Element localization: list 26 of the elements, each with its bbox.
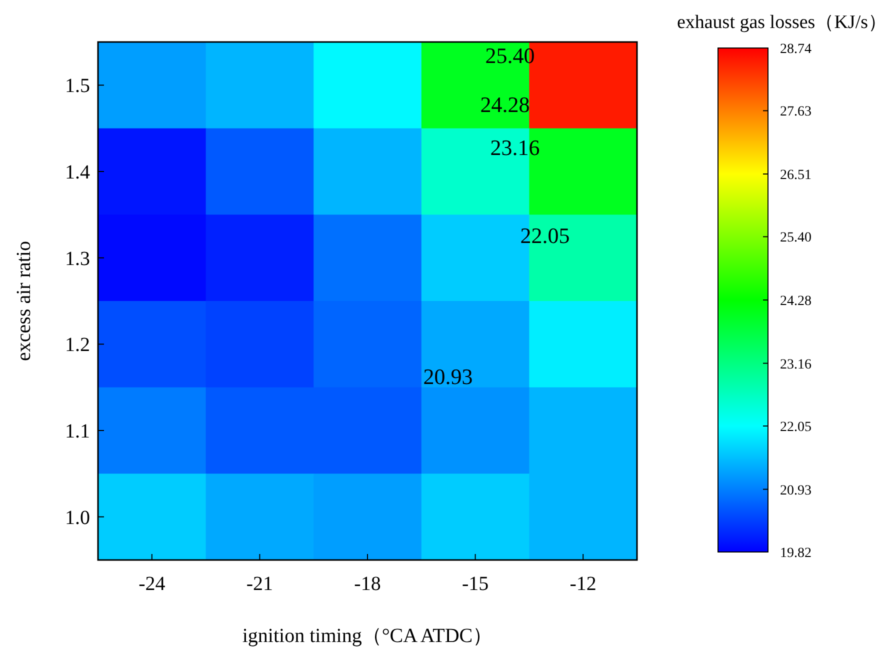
y-tick-label: 1.5 xyxy=(65,75,90,98)
color-bar-label: 24.28 xyxy=(780,294,812,309)
color-bar-label: 25.40 xyxy=(780,230,812,246)
color-bar-label: 22.05 xyxy=(780,420,812,435)
color-bar-label: 20.93 xyxy=(780,483,812,498)
annotation: 22.05 xyxy=(520,223,570,248)
x-axis-title: ignition timing（°CA ATDC） xyxy=(242,625,493,647)
y-axis-title: excess air ratio xyxy=(13,241,35,361)
y-tick-label: 1.0 xyxy=(65,506,90,529)
color-bar-label: 28.74 xyxy=(780,42,812,57)
color-bar-label: 19.82 xyxy=(780,546,812,561)
annotation: 20.93 xyxy=(423,364,473,389)
x-tick-label: -24 xyxy=(138,573,166,595)
y-tick-label: 1.3 xyxy=(65,248,90,270)
color-bar-label: 23.16 xyxy=(780,357,812,372)
y-tick-label: 1.4 xyxy=(65,162,90,184)
y-tick-label: 1.2 xyxy=(65,334,90,356)
x-tick-label: -12 xyxy=(570,573,596,595)
color-bar-label: 26.51 xyxy=(780,168,812,183)
x-tick-label: -18 xyxy=(354,573,381,595)
color-bar-title: exhaust gas losses（KJ/s） xyxy=(676,12,887,33)
annotation: 24.28 xyxy=(480,92,530,117)
x-tick-label: -21 xyxy=(246,573,274,595)
y-tick-label: 1.1 xyxy=(65,420,90,442)
x-tick-label: -15 xyxy=(462,573,489,595)
color-bar-label: 27.63 xyxy=(780,104,812,120)
